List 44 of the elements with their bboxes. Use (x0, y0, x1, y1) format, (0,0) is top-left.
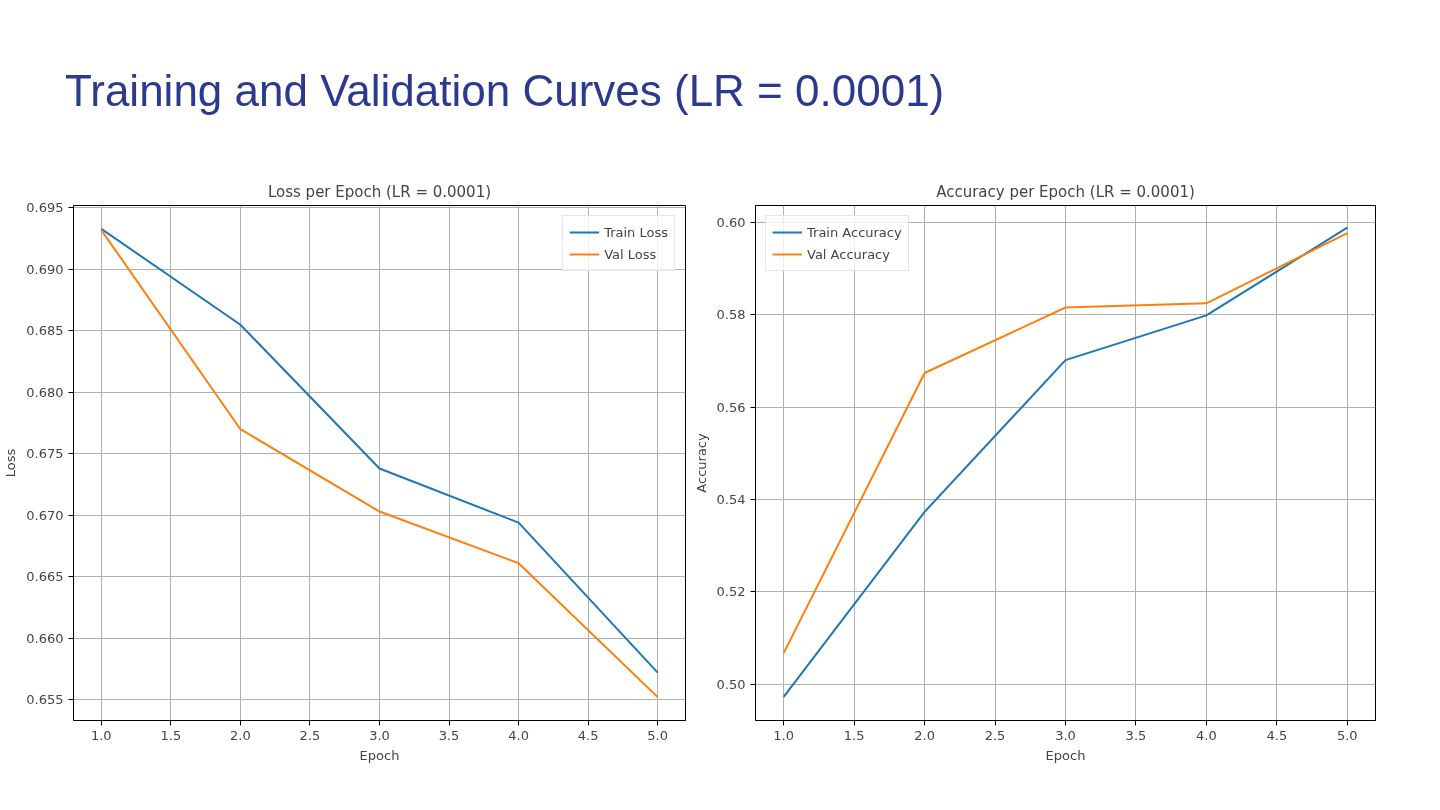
legend-label: Train Loss (604, 224, 668, 240)
x-tick-label: 3.0 (369, 727, 390, 743)
legend-label: Val Accuracy (807, 246, 890, 262)
y-tick-label: 0.54 (716, 491, 746, 507)
y-tick-label: 0.60 (716, 215, 746, 231)
x-tick-label: 1.5 (160, 727, 182, 743)
x-tick-label: 4.5 (1266, 727, 1288, 743)
x-tick-label: 4.0 (1196, 727, 1217, 743)
y-tick-label: 0.56 (716, 399, 746, 415)
legend-label: Val Loss (604, 246, 657, 262)
x-tick-label: 2.5 (299, 727, 321, 743)
x-tick-label: 4.5 (577, 727, 599, 743)
x-tick-label: 2.5 (984, 727, 1006, 743)
x-tick-label: 3.5 (1125, 727, 1147, 743)
x-tick-label: 1.0 (773, 727, 795, 743)
y-tick-label: 0.695 (26, 200, 64, 216)
text: Training and Validation Curves (LR = 0.0001) (65, 65, 945, 117)
y-tick-label: 0.685 (26, 323, 64, 339)
y-tick-label: 0.50 (716, 676, 746, 692)
y-tick-label: 0.690 (26, 261, 64, 277)
x-tick-label: 3.0 (1055, 727, 1076, 743)
chart-title: Loss per Epoch (LR = 0.0001) (267, 182, 492, 201)
y-tick-label: 0.660 (26, 630, 64, 646)
legend-label: Train Accuracy (807, 224, 902, 240)
x-tick-label: 4.0 (508, 727, 529, 743)
x-tick-label: 2.0 (230, 727, 251, 743)
x-tick-label: 1.0 (90, 727, 112, 743)
x-tick-label: 5.0 (647, 727, 669, 743)
y-tick-label: 0.58 (716, 307, 746, 323)
x-axis-title: Epoch (1045, 747, 1086, 763)
y-tick-label: 0.655 (26, 692, 64, 708)
y-tick-label: 0.670 (26, 507, 64, 523)
y-axis-title: Loss (3, 448, 19, 478)
y-axis-title: Accuracy (693, 433, 709, 493)
y-tick-label: 0.675 (26, 446, 64, 462)
y-tick-label: 0.52 (716, 584, 746, 600)
chart-title: Accuracy per Epoch (LR = 0.0001) (936, 182, 1195, 201)
y-tick-label: 0.680 (26, 384, 64, 400)
x-tick-label: 2.0 (914, 727, 935, 743)
y-tick-label: 0.665 (26, 569, 64, 585)
x-tick-label: 5.0 (1336, 727, 1358, 743)
x-tick-label: 3.5 (438, 727, 460, 743)
x-tick-label: 1.5 (843, 727, 865, 743)
x-axis-title: Epoch (359, 747, 400, 763)
